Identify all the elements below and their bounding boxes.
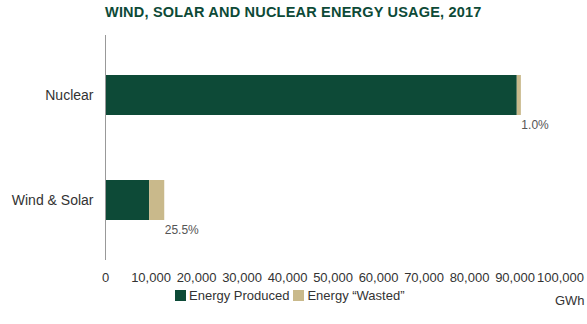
svg-text:30,000: 30,000 (222, 270, 262, 285)
svg-text:60,000: 60,000 (359, 270, 399, 285)
svg-text:1.0%: 1.0% (521, 118, 549, 132)
html-text:Energy Produced: Energy Produced (189, 288, 290, 303)
svg-text:Wind & Solar: Wind & Solar (12, 192, 94, 208)
svg-text:80,000: 80,000 (450, 270, 490, 285)
svg-text:GWh: GWh (555, 293, 585, 308)
html-text:WIND, SOLAR AND NUCLEAR ENERGY: WIND, SOLAR AND NUCLEAR ENERGY USAGE, 20… (105, 4, 482, 20)
svg-text:50,000: 50,000 (313, 270, 353, 285)
svg-text:10,000: 10,000 (131, 270, 171, 285)
svg-text:0: 0 (102, 270, 109, 285)
svg-text:25.5%: 25.5% (165, 223, 199, 237)
svg-text:70,000: 70,000 (404, 270, 444, 285)
svg-text:40,000: 40,000 (268, 270, 308, 285)
svg-text:20,000: 20,000 (177, 270, 217, 285)
svg-text:Nuclear: Nuclear (45, 87, 94, 103)
svg-text:100,000: 100,000 (537, 270, 584, 285)
svg-text:90,000: 90,000 (495, 270, 535, 285)
html-text:Energy “Wasted”: Energy “Wasted” (307, 288, 405, 303)
